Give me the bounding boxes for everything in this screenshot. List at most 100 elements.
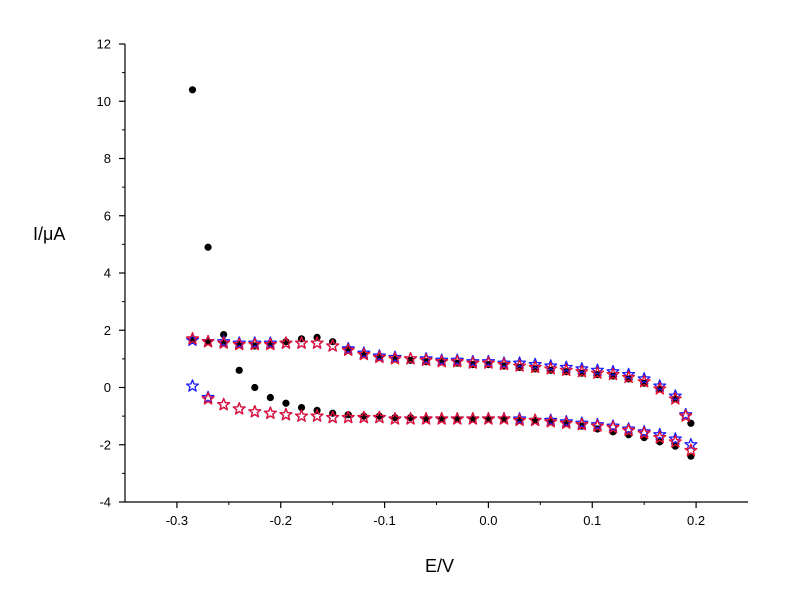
x-axis-title: E/V <box>425 556 454 576</box>
data-point <box>622 370 636 384</box>
data-point <box>388 350 402 364</box>
data-point <box>419 412 433 425</box>
data-point <box>559 415 573 428</box>
data-point <box>668 389 682 402</box>
data-point <box>294 409 309 422</box>
data-point <box>575 416 589 429</box>
series-0 <box>188 86 695 460</box>
data-point <box>497 357 511 371</box>
data-point <box>637 426 651 439</box>
data-point <box>656 438 664 446</box>
y-tick-label: 4 <box>104 266 111 281</box>
data-point <box>544 415 558 428</box>
data-point <box>388 352 402 365</box>
x-tick-label: -0.2 <box>270 513 292 528</box>
data-point <box>653 430 667 444</box>
data-point <box>513 412 527 425</box>
data-point <box>232 337 246 351</box>
data-point <box>435 354 449 368</box>
data-point <box>357 410 371 424</box>
data-point <box>251 383 259 392</box>
data-point <box>684 437 698 451</box>
data-point <box>544 362 558 375</box>
data-point <box>637 372 651 385</box>
data-point <box>185 331 200 345</box>
data-point <box>217 397 231 411</box>
data-point <box>263 336 277 349</box>
data-point <box>466 356 480 369</box>
data-point <box>232 402 246 415</box>
data-point <box>481 354 495 368</box>
data-point <box>326 410 340 424</box>
data-point <box>248 337 262 351</box>
y-tick-label: 6 <box>104 208 111 223</box>
data-point <box>201 390 215 404</box>
data-point <box>232 336 246 349</box>
data-point <box>559 416 573 429</box>
data-point <box>653 427 667 441</box>
data-point <box>341 343 355 356</box>
data-point <box>388 412 402 425</box>
data-point <box>248 336 262 349</box>
data-point <box>372 349 386 362</box>
data-point <box>310 336 324 349</box>
series-1 <box>185 333 698 451</box>
data-point <box>606 364 620 378</box>
data-point <box>622 423 636 437</box>
data-point <box>360 412 368 420</box>
y-tick-label: 10 <box>97 94 111 109</box>
data-point <box>481 412 495 425</box>
data-point <box>466 412 480 425</box>
data-point <box>372 350 386 364</box>
data-point <box>679 409 693 422</box>
data-point <box>671 442 679 450</box>
data-point <box>310 409 324 422</box>
axes: -0.3 -0.2 -0.1 0.0 0.1 0.2 -4 -2 0 2 4 6 8 10 12 <box>97 37 748 528</box>
data-point <box>590 363 604 376</box>
data-point <box>622 422 636 435</box>
data-point <box>497 412 511 425</box>
data-point <box>185 379 200 392</box>
data-point <box>622 367 636 381</box>
data-point <box>606 419 620 432</box>
data-point <box>559 363 573 376</box>
data-point <box>544 359 558 372</box>
data-point <box>279 336 293 349</box>
x-tick-label: -0.3 <box>166 513 188 528</box>
data-point <box>497 356 511 369</box>
data-point <box>235 366 243 374</box>
data-point <box>575 362 589 375</box>
y-axis-title: I/μA <box>33 224 65 244</box>
data-point <box>201 392 215 405</box>
data-point <box>513 359 527 372</box>
data-point <box>668 432 682 445</box>
data-point <box>606 420 620 434</box>
x-tick-label: 0.1 <box>583 513 601 528</box>
data-point <box>435 353 449 366</box>
data-point <box>404 412 418 425</box>
data-point <box>679 407 693 421</box>
data-point <box>528 357 542 371</box>
data-point <box>263 406 277 419</box>
data-point <box>606 367 620 381</box>
data-point <box>294 336 309 349</box>
data-point <box>217 336 231 349</box>
series-2 <box>185 331 698 457</box>
data-point <box>668 392 682 405</box>
data-point <box>575 364 589 378</box>
data-point <box>668 435 682 448</box>
data-point <box>357 346 371 359</box>
data-point <box>326 339 340 352</box>
data-point <box>297 403 306 412</box>
y-tick-label: 12 <box>97 37 111 52</box>
data-point <box>637 374 651 388</box>
data-point <box>653 382 667 395</box>
y-ticks: -4 -2 0 2 4 6 8 10 12 <box>97 37 125 510</box>
data-point <box>372 410 386 424</box>
y-tick-label: 8 <box>104 151 111 166</box>
y-tick-label: -2 <box>99 437 111 452</box>
plot-series <box>185 86 698 460</box>
data-point <box>404 352 418 365</box>
x-tick-label: 0.0 <box>479 513 497 528</box>
data-point <box>590 366 604 379</box>
